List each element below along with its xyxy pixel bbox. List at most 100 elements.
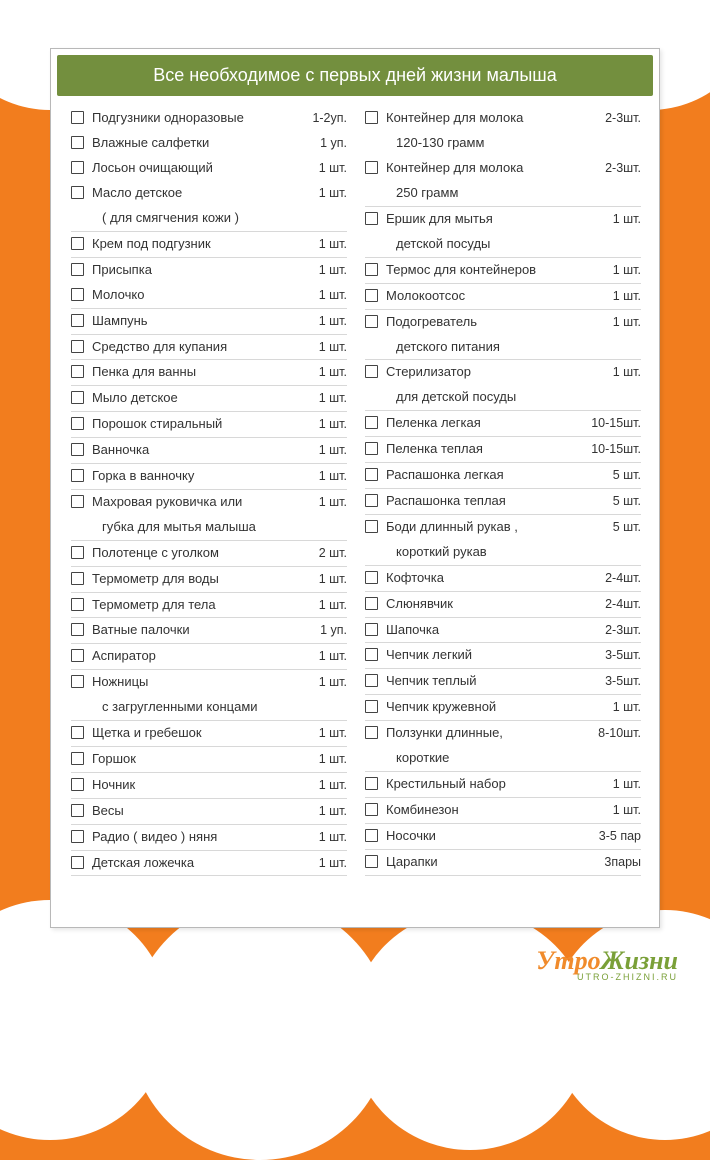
- checkbox[interactable]: [365, 365, 378, 378]
- checkbox[interactable]: [365, 263, 378, 276]
- list-row: Ночник1 шт.: [71, 773, 347, 799]
- item-qty: [295, 515, 347, 523]
- checkbox[interactable]: [71, 649, 84, 662]
- checkbox[interactable]: [71, 726, 84, 739]
- item-qty: 2-3шт.: [589, 618, 641, 642]
- checkbox[interactable]: [71, 856, 84, 869]
- checkbox[interactable]: [365, 597, 378, 610]
- checkbox[interactable]: [365, 520, 378, 533]
- item-label: Слюнявчик: [386, 592, 589, 617]
- item-qty: 1 шт.: [295, 825, 347, 849]
- checkbox[interactable]: [365, 726, 378, 739]
- logo-text: УтроЖизни: [536, 948, 678, 974]
- checkbox[interactable]: [365, 212, 378, 225]
- checkbox[interactable]: [71, 623, 84, 636]
- checkbox[interactable]: [365, 416, 378, 429]
- checkbox[interactable]: [71, 391, 84, 404]
- checkbox-spacer: [365, 751, 378, 764]
- list-row: Термос для контейнеров1 шт.: [365, 258, 641, 284]
- list-row: Молочко1 шт.: [71, 283, 347, 309]
- checkbox-spacer: [365, 237, 378, 250]
- list-row: Подогреватель1 шт.: [365, 310, 641, 335]
- checkbox[interactable]: [71, 572, 84, 585]
- checkbox[interactable]: [365, 289, 378, 302]
- checkbox-spacer: [365, 186, 378, 199]
- checkbox[interactable]: [365, 315, 378, 328]
- checkbox[interactable]: [365, 468, 378, 481]
- list-row: Комбинезон1 шт.: [365, 798, 641, 824]
- checkbox[interactable]: [365, 777, 378, 790]
- list-row: Мыло детское1 шт.: [71, 386, 347, 412]
- checkbox[interactable]: [365, 648, 378, 661]
- checkbox[interactable]: [71, 469, 84, 482]
- item-label: Чепчик легкий: [386, 643, 589, 668]
- checkbox[interactable]: [365, 829, 378, 842]
- checkbox[interactable]: [365, 571, 378, 584]
- list-row: Ползунки длинные,8-10шт.: [365, 721, 641, 746]
- checkbox[interactable]: [71, 186, 84, 199]
- item-qty: 1 шт.: [295, 799, 347, 823]
- checkbox[interactable]: [365, 494, 378, 507]
- item-label: Весы: [92, 799, 295, 824]
- checkbox[interactable]: [365, 442, 378, 455]
- list-row: Радио ( видео ) няня1 шт.: [71, 825, 347, 851]
- checkbox[interactable]: [71, 237, 84, 250]
- list-row: 250 грамм: [365, 181, 641, 207]
- checkbox[interactable]: [71, 830, 84, 843]
- list-row: Распашонка теплая5 шт.: [365, 489, 641, 515]
- checkbox[interactable]: [71, 365, 84, 378]
- item-qty: [589, 385, 641, 393]
- item-qty: 2-3шт.: [589, 106, 641, 130]
- item-qty: 3пары: [589, 850, 641, 874]
- column-left: Подгузники одноразовые1-2уп.Влажные салф…: [71, 106, 347, 876]
- columns: Подгузники одноразовые1-2уп.Влажные салф…: [51, 102, 659, 880]
- checkbox[interactable]: [365, 700, 378, 713]
- list-row: короткий рукав: [365, 540, 641, 566]
- checkbox[interactable]: [71, 675, 84, 688]
- checkbox[interactable]: [71, 263, 84, 276]
- checkbox[interactable]: [365, 623, 378, 636]
- list-row: Носочки3-5 пар: [365, 824, 641, 850]
- item-label: губка для мытья малыша: [92, 515, 295, 540]
- list-row: Влажные салфетки1 уп.: [71, 131, 347, 156]
- column-right: Контейнер для молока2-3шт.120-130 граммК…: [365, 106, 641, 876]
- item-qty: 1 шт.: [295, 593, 347, 617]
- checkbox[interactable]: [71, 136, 84, 149]
- item-label: короткие: [386, 746, 589, 771]
- checkbox[interactable]: [71, 340, 84, 353]
- item-label: Влажные салфетки: [92, 131, 295, 156]
- checkbox[interactable]: [365, 855, 378, 868]
- checkbox[interactable]: [71, 752, 84, 765]
- checkbox[interactable]: [71, 804, 84, 817]
- checkbox[interactable]: [71, 111, 84, 124]
- item-qty: 2 шт.: [295, 541, 347, 565]
- checkbox[interactable]: [71, 161, 84, 174]
- item-qty: 1 шт.: [295, 721, 347, 745]
- checkbox[interactable]: [71, 778, 84, 791]
- checkbox[interactable]: [365, 111, 378, 124]
- item-qty: 1 шт.: [295, 386, 347, 410]
- item-qty: 2-4шт.: [589, 566, 641, 590]
- checkbox[interactable]: [365, 674, 378, 687]
- item-label: Стерилизатор: [386, 360, 589, 385]
- item-label: Кофточка: [386, 566, 589, 591]
- item-label: Боди длинный рукав ,: [386, 515, 589, 540]
- item-label: Ватные палочки: [92, 618, 295, 643]
- checkbox[interactable]: [71, 495, 84, 508]
- checkbox[interactable]: [365, 803, 378, 816]
- checkbox[interactable]: [71, 288, 84, 301]
- checkbox[interactable]: [71, 443, 84, 456]
- item-qty: [589, 335, 641, 343]
- checkbox[interactable]: [71, 314, 84, 327]
- checkbox[interactable]: [71, 417, 84, 430]
- item-label: Масло детское: [92, 181, 295, 206]
- checkbox[interactable]: [71, 546, 84, 559]
- checkbox[interactable]: [365, 161, 378, 174]
- item-label: Термометр для воды: [92, 567, 295, 592]
- item-label: Ершик для мытья: [386, 207, 589, 232]
- list-row: Аспиратор1 шт.: [71, 644, 347, 670]
- list-row: Чепчик кружевной1 шт.: [365, 695, 641, 721]
- item-qty: 3-5шт.: [589, 669, 641, 693]
- item-qty: 1 шт.: [589, 284, 641, 308]
- checkbox[interactable]: [71, 598, 84, 611]
